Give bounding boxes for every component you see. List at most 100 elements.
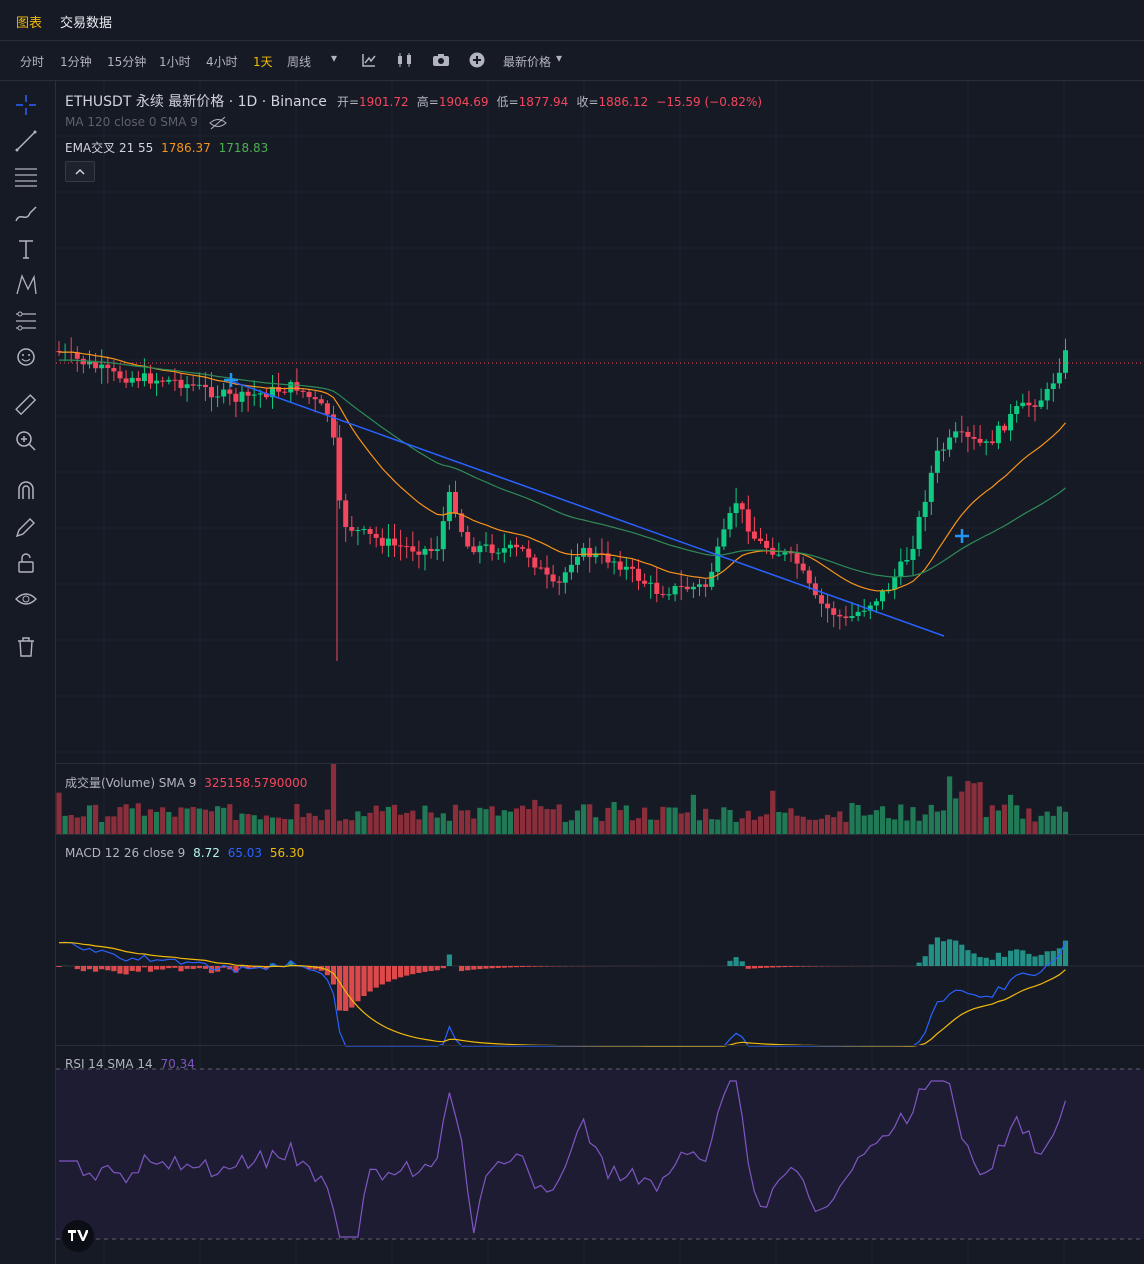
volume-bar: [330, 764, 337, 834]
volume-bar: [80, 816, 86, 834]
chart-canvas[interactable]: [56, 81, 1144, 1264]
interval-15m[interactable]: 15分钟: [107, 55, 147, 69]
volume-bar: [550, 809, 556, 834]
volume-bar: [812, 819, 818, 834]
interval-1m[interactable]: 1分钟: [60, 55, 92, 69]
volume-bar: [965, 781, 971, 834]
volume-bar: [452, 804, 459, 834]
horizontal-lines-icon[interactable]: [12, 163, 40, 191]
macd-histogram-bar: [111, 966, 117, 972]
macd-line-value: 65.03: [227, 846, 263, 860]
candle-body: [617, 561, 623, 570]
interval-4h[interactable]: 4小时: [206, 55, 238, 69]
tab-chart[interactable]: 图表: [16, 16, 43, 31]
rsi-legend[interactable]: RSI 14 SMA 14 70.34: [65, 1057, 195, 1071]
zoom-in-icon[interactable]: [12, 427, 40, 455]
trash-icon[interactable]: [12, 633, 40, 661]
volume-bar: [202, 809, 208, 834]
indicators-icon[interactable]: [361, 52, 377, 68]
candle-body: [892, 577, 898, 590]
volume-bar: [526, 809, 532, 834]
text-tool-icon[interactable]: [12, 235, 40, 263]
volume-pane-separator[interactable]: [56, 763, 1144, 764]
candle-body: [690, 586, 696, 590]
macd-histogram-bar: [947, 939, 953, 966]
symbol-title[interactable]: ETHUSDT 永续 最新价格 · 1D · Binance: [65, 94, 327, 110]
volume-bar: [690, 794, 696, 834]
volume-bar: [135, 803, 141, 834]
candle-body: [575, 556, 580, 565]
volume-bar: [343, 819, 349, 834]
interval-1d[interactable]: 1天: [253, 55, 273, 69]
macd-pane-separator[interactable]: [56, 834, 1144, 835]
candle-body: [916, 516, 922, 549]
ema-slow-line: [59, 359, 1066, 578]
candle-body: [703, 584, 709, 587]
interval-time[interactable]: 分时: [20, 55, 45, 69]
candle-body: [855, 611, 861, 617]
candle-body: [684, 586, 690, 590]
price-type-chevron-down-icon[interactable]: ▾: [556, 51, 563, 65]
magnet-icon[interactable]: [12, 477, 40, 505]
volume-bar: [428, 812, 434, 834]
interval-week[interactable]: 周线: [287, 55, 312, 69]
tab-trading-data[interactable]: 交易数据: [60, 16, 113, 31]
eye-hidden-icon[interactable]: [208, 116, 228, 130]
emoji-icon[interactable]: [12, 343, 40, 371]
eye-icon[interactable]: [12, 585, 40, 613]
macd-histogram-bar: [99, 966, 105, 970]
macd-histogram-bar: [1032, 956, 1038, 966]
candle-body: [544, 567, 550, 575]
volume-legend[interactable]: 成交量(Volume) SMA 9 325158.5790000: [65, 774, 307, 791]
volume-bar: [404, 812, 410, 834]
camera-icon[interactable]: [432, 53, 450, 67]
ma-legend[interactable]: MA 120 close 0 SMA 9: [65, 115, 228, 130]
price-type-select[interactable]: 最新价格: [503, 55, 552, 69]
candle-body: [300, 390, 306, 392]
volume-bar: [831, 817, 837, 834]
volume-bar: [56, 792, 62, 834]
volume-bar: [886, 818, 892, 834]
macd-histogram-bar: [379, 966, 385, 985]
macd-histogram-bar: [160, 966, 166, 970]
add-icon[interactable]: [469, 52, 485, 68]
volume-bar: [105, 816, 111, 834]
tradingview-logo[interactable]: [62, 1220, 94, 1252]
volume-bar: [971, 783, 977, 834]
candle-body: [233, 393, 239, 402]
candle-body: [331, 414, 336, 438]
trend-line-icon[interactable]: [12, 127, 40, 155]
volume-bar: [257, 819, 263, 834]
macd-histogram-bar: [538, 966, 544, 967]
collapse-legend-button[interactable]: [65, 161, 95, 182]
prediction-tool-icon[interactable]: [12, 307, 40, 335]
interval-1h[interactable]: 1小时: [159, 55, 191, 69]
chart-type-candles-icon[interactable]: [396, 52, 414, 68]
volume-bar: [62, 815, 68, 834]
rsi-pane-separator[interactable]: [56, 1045, 1144, 1046]
unlock-icon[interactable]: [12, 549, 40, 577]
volume-bar: [861, 815, 867, 834]
macd-histogram-bar: [398, 966, 404, 978]
ema-legend[interactable]: EMA交叉 21 55 1786.37 1718.83: [65, 139, 268, 156]
candle-body: [568, 564, 574, 573]
ruler-icon[interactable]: [12, 391, 40, 419]
more-intervals-dropdown-icon[interactable]: ▾: [331, 51, 338, 65]
volume-bar: [337, 820, 343, 834]
macd-histogram-bar: [105, 966, 111, 971]
candle-body: [745, 509, 751, 532]
candle-body: [971, 436, 977, 439]
macd-histogram-bar: [1044, 951, 1050, 966]
candle-body: [843, 616, 849, 618]
lock-drawing-pencil-icon[interactable]: [12, 513, 40, 541]
macd-legend[interactable]: MACD 12 26 close 9 8.72 65.03 56.30: [65, 846, 304, 860]
macd-hist-value: 8.72: [193, 846, 220, 860]
pattern-tool-icon[interactable]: [12, 271, 40, 299]
candle-body: [483, 544, 489, 546]
volume-bar: [208, 811, 215, 834]
macd-histogram-bar: [385, 966, 391, 982]
candle-body: [276, 386, 282, 392]
brush-icon[interactable]: [12, 199, 40, 227]
crosshair-icon[interactable]: [12, 91, 40, 119]
volume-bar: [947, 776, 953, 834]
